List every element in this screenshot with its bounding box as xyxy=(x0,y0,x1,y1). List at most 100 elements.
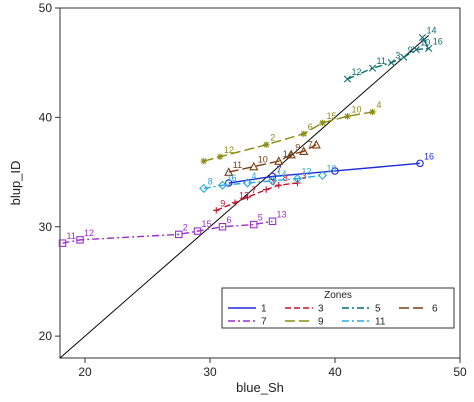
series-3-point-2-shape xyxy=(244,194,251,201)
series-7-line xyxy=(62,220,273,244)
series-6-point-5 xyxy=(311,139,321,149)
series-5-point-3 xyxy=(400,53,408,61)
series-5-point-0-shape xyxy=(343,75,352,83)
series-7-point-label-2: 2 xyxy=(183,222,188,232)
series-7-point-5-shape xyxy=(250,220,258,229)
series-9-point-label-6: 4 xyxy=(377,100,382,110)
y-tick-label-2: 40 xyxy=(39,110,53,124)
series-7-point-label-1: 12 xyxy=(84,228,94,238)
series-9-point-label-2: 2 xyxy=(270,133,275,143)
series-11-point-0-shape xyxy=(199,183,209,194)
series-11-point-label-0: 8 xyxy=(208,176,213,186)
series-1-point-1-shape xyxy=(268,172,277,181)
plot-frame xyxy=(59,7,461,359)
series-1-point-0 xyxy=(225,179,233,187)
series-3-point-label-1: 12 xyxy=(239,191,249,201)
series-7-point-0-shape xyxy=(58,239,67,247)
series-5-point-label-1: 11 xyxy=(377,56,386,66)
series-1-point-0-shape xyxy=(225,179,233,187)
series-7-point-label-5: 5 xyxy=(258,213,263,223)
series-5-point-label-3: 9 xyxy=(408,45,413,55)
series-9-point-0 xyxy=(200,157,207,165)
legend-label-6: 6 xyxy=(432,304,438,315)
series-6-point-2 xyxy=(274,156,284,165)
series-3-point-2 xyxy=(244,194,251,201)
series-3-point-label-2: 7 xyxy=(252,185,257,195)
legend-label-7: 7 xyxy=(261,317,267,328)
series-7: 11 12 2 15 6 5 13 xyxy=(58,209,287,247)
series-3-point-3-shape xyxy=(263,186,270,193)
series-5-point-label-5: 16 xyxy=(433,36,443,46)
y-axis-title: blup_ID xyxy=(8,161,23,206)
series-11-point-label-1: 16 xyxy=(227,173,237,183)
series-9-point-1 xyxy=(216,153,224,160)
series-7-point-0 xyxy=(58,239,67,247)
y-tick-label-0: 20 xyxy=(39,329,53,343)
series-9-point-label-1: 12 xyxy=(224,145,234,155)
series-11-point-5 xyxy=(317,170,328,180)
series-11-point-3-shape xyxy=(267,176,278,186)
series-6-point-label-1: 10 xyxy=(258,155,268,165)
series-6-point-4 xyxy=(299,146,309,156)
series-9-point-3 xyxy=(300,130,307,137)
series-7-point-6 xyxy=(268,217,277,226)
series-9-point-1-shape xyxy=(216,153,224,160)
series-5-point-label-2: 3 xyxy=(395,51,400,61)
series-3-point-0-shape xyxy=(213,207,220,214)
series-9-point-5 xyxy=(344,113,351,120)
axis-layer: 20 30 40 50 20 30 40 50 xyxy=(39,1,467,379)
series-11-point-label-3: 14 xyxy=(277,169,287,179)
series-1-line xyxy=(228,162,421,184)
series-9-point-label-5: 10 xyxy=(352,104,362,114)
series-6-point-2-shape xyxy=(274,156,284,165)
series-3-point-1-shape xyxy=(231,199,239,206)
series-1-point-2-shape xyxy=(331,167,339,175)
series-9-point-0-shape xyxy=(200,157,207,165)
series-5-point-1 xyxy=(368,64,377,72)
series-5-point-6 xyxy=(418,33,427,42)
series-7-point-6-shape xyxy=(268,217,277,226)
series-11-point-3 xyxy=(267,176,278,186)
series-6-point-label-3: 9 xyxy=(295,143,300,153)
series-6-point-1 xyxy=(249,161,259,171)
series-11-point-2-shape xyxy=(242,178,253,188)
series-7-point-2 xyxy=(175,230,183,239)
series-3-point-1 xyxy=(231,199,239,206)
series-7-point-1 xyxy=(76,236,84,244)
series-3-point-label-5: 3 xyxy=(302,171,307,181)
series-3-point-label-4: 8 xyxy=(283,173,288,183)
series-11-point-4-shape xyxy=(292,174,303,184)
series-11-point-0 xyxy=(199,183,209,194)
series-9-point-6-shape xyxy=(369,108,376,116)
series-7-point-label-0: 11 xyxy=(67,231,76,241)
series-7-point-4-shape xyxy=(218,223,227,231)
series-1-point-3 xyxy=(416,159,424,168)
series-11-point-5-shape xyxy=(317,170,328,180)
series-7-point-4 xyxy=(218,223,227,231)
series-7-point-1-shape xyxy=(76,236,84,244)
series-6-point-label-2: 14 xyxy=(283,149,293,159)
series-5-point-1-shape xyxy=(368,64,377,72)
series-9: 12 2 6 15 10 4 xyxy=(200,100,382,165)
x-axis-title: blue_Sh xyxy=(236,380,284,395)
legend-title: Zones xyxy=(324,290,352,301)
series-6-point-0 xyxy=(224,167,234,176)
series-6-point-label-0: 11 xyxy=(233,160,242,170)
series-11-point-label-4: 12 xyxy=(302,167,312,177)
series-11: 8 16 4 14 12 10 xyxy=(199,163,337,194)
series-5-point-5 xyxy=(425,44,433,53)
series-3-point-4-shape xyxy=(275,181,282,189)
x-tick-label-1: 30 xyxy=(203,365,217,379)
x-tick-label-0: 20 xyxy=(78,365,92,379)
series-1-point-3-shape xyxy=(416,159,424,168)
series-6-point-3 xyxy=(286,149,296,159)
series-5-point-4 xyxy=(412,45,420,54)
series-5-point-5-shape xyxy=(425,44,433,53)
series-9-point-5-shape xyxy=(344,113,351,120)
series-5-point-0 xyxy=(343,75,352,83)
